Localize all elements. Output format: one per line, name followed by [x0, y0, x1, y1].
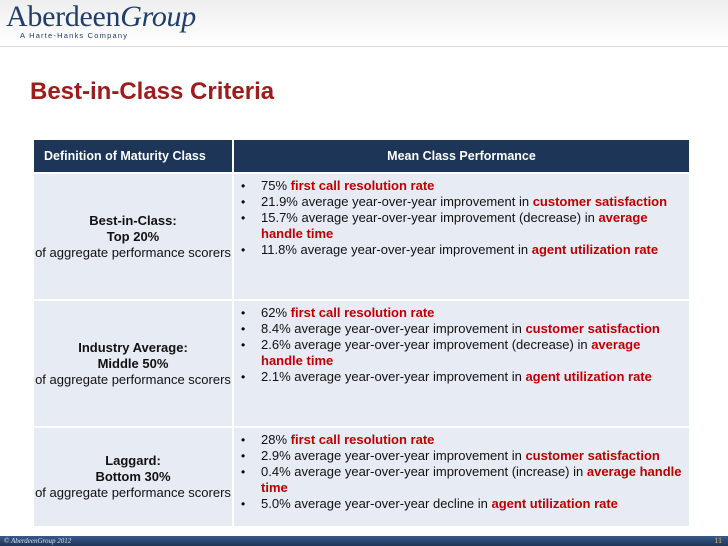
metric-text: 5.0% average year-over-year decline in	[261, 496, 492, 511]
performance-cell: 75% first call resolution rate21.9% aver…	[232, 172, 691, 301]
class-percentile: Top 20%	[106, 228, 160, 244]
performance-cell: 62% first call resolution rate8.4% avera…	[232, 299, 691, 428]
metric-highlight: average handle time	[261, 210, 648, 241]
performance-item: 21.9% average year-over-year improvement…	[241, 194, 682, 210]
class-name: Best-in-Class:	[89, 212, 177, 228]
aberdeen-logo: AberdeenGroup A Harte-Hanks Company	[6, 0, 196, 40]
performance-item: 0.4% average year-over-year improvement …	[241, 464, 682, 496]
logo-name-part1: Aberdeen	[6, 0, 121, 33]
metric-highlight: first call resolution rate	[290, 305, 435, 320]
performance-item: 28% first call resolution rate	[241, 432, 682, 448]
metric-text: 2.6% average year-over-year improvement …	[261, 337, 592, 352]
performance-list: 62% first call resolution rate8.4% avera…	[235, 302, 688, 386]
metric-highlight: agent utilization rate	[525, 369, 652, 384]
metric-text: 8.4% average year-over-year improvement …	[261, 321, 526, 336]
table-row: Industry Average: Middle 50% of aggregate …	[32, 299, 691, 428]
class-description: of aggregate performance scorers	[35, 244, 231, 260]
logo-wordmark: AberdeenGroup	[6, 0, 196, 34]
metric-text: 2.9% average year-over-year improvement …	[261, 448, 526, 463]
performance-item: 11.8% average year-over-year improvement…	[241, 242, 682, 258]
class-name: Laggard:	[105, 453, 161, 468]
criteria-table: Definition of Maturity Class Mean Class …	[32, 138, 691, 528]
performance-item: 8.4% average year-over-year improvement …	[241, 321, 682, 337]
metric-text: 21.9% average year-over-year improvement…	[261, 194, 533, 209]
performance-item: 2.9% average year-over-year improvement …	[241, 448, 682, 464]
metric-highlight: customer satisfaction	[525, 321, 660, 336]
metric-text: 75%	[261, 178, 291, 193]
page-number: 11	[714, 536, 722, 545]
maturity-class-cell: Laggard: Bottom 30% of aggregate performan…	[32, 426, 234, 528]
slide-title: Best-in-Class Criteria	[30, 78, 275, 105]
metric-highlight: first call resolution rate	[290, 178, 435, 193]
metric-text: 62%	[261, 305, 291, 320]
performance-item: 5.0% average year-over-year decline in a…	[241, 496, 682, 512]
performance-item: 2.1% average year-over-year improvement …	[241, 369, 682, 385]
metric-text: 0.4% average year-over-year improvement …	[261, 464, 587, 479]
footer-band	[0, 536, 728, 546]
table-row: Laggard: Bottom 30% of aggregate performan…	[32, 426, 691, 528]
performance-item: 15.7% average year-over-year improvement…	[241, 210, 682, 242]
table-row: Best-in-Class: Top 20% of aggregate perfor…	[32, 172, 691, 301]
metric-text: 15.7% average year-over-year improvement…	[261, 210, 599, 225]
metric-highlight: customer satisfaction	[525, 448, 660, 463]
table-header-row: Definition of Maturity Class Mean Class …	[32, 138, 691, 174]
metric-highlight: average handle time	[261, 464, 682, 495]
maturity-class-cell: Best-in-Class: Top 20% of aggregate perfor…	[32, 172, 234, 301]
logo-name-part2: Group	[120, 0, 196, 33]
metric-highlight: customer satisfaction	[532, 194, 668, 209]
header-band: AberdeenGroup A Harte-Hanks Company	[0, 0, 728, 47]
metric-text: 28%	[261, 432, 291, 447]
performance-cell: 28% first call resolution rate2.9% avera…	[232, 426, 691, 528]
metric-highlight: first call resolution rate	[290, 432, 435, 447]
metric-highlight: agent utilization rate	[531, 242, 659, 257]
class-percentile: Bottom 30%	[95, 469, 171, 484]
logo-tagline: A Harte-Hanks Company	[20, 31, 129, 40]
header-definition: Definition of Maturity Class	[32, 138, 234, 174]
performance-item: 75% first call resolution rate	[241, 178, 682, 194]
metric-highlight: agent utilization rate	[491, 496, 618, 511]
class-description: of aggregate performance scorers	[35, 371, 231, 387]
metric-highlight: average handle time	[261, 337, 641, 368]
class-description: of aggregate performance scorers	[35, 485, 231, 500]
maturity-class-cell: Industry Average: Middle 50% of aggregate …	[32, 299, 234, 428]
class-percentile: Middle 50%	[97, 355, 169, 371]
header-performance: Mean Class Performance	[232, 138, 691, 174]
metric-text: 11.8% average year-over-year improvement…	[261, 242, 532, 257]
class-name: Industry Average:	[78, 339, 188, 355]
performance-list: 75% first call resolution rate21.9% aver…	[235, 175, 688, 259]
metric-text: 2.1% average year-over-year improvement …	[261, 369, 526, 384]
copyright: © AberdeenGroup 2012	[4, 537, 72, 545]
performance-item: 62% first call resolution rate	[241, 305, 682, 321]
performance-list: 28% first call resolution rate2.9% avera…	[235, 429, 688, 513]
performance-item: 2.6% average year-over-year improvement …	[241, 337, 682, 369]
